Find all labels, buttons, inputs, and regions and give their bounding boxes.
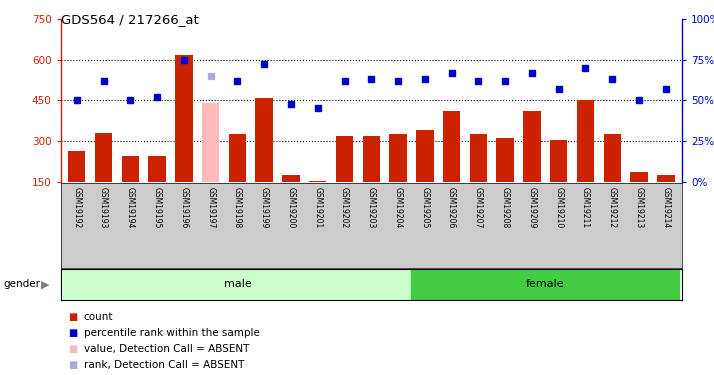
Text: GSM19200: GSM19200 <box>286 187 296 228</box>
Text: GSM19196: GSM19196 <box>179 187 188 228</box>
Text: GSM19203: GSM19203 <box>367 187 376 228</box>
Text: GSM19213: GSM19213 <box>635 187 643 228</box>
Text: ■: ■ <box>68 360 77 370</box>
Bar <box>496 138 514 182</box>
Text: GSM19194: GSM19194 <box>126 187 135 228</box>
Bar <box>603 134 621 182</box>
Bar <box>228 134 246 182</box>
Text: count: count <box>84 312 113 322</box>
Bar <box>577 100 594 182</box>
Text: ■: ■ <box>68 328 77 338</box>
Text: GSM19214: GSM19214 <box>661 187 670 228</box>
Bar <box>630 172 648 182</box>
Text: GSM19209: GSM19209 <box>528 187 536 228</box>
Bar <box>95 133 112 182</box>
Bar <box>523 111 540 182</box>
Bar <box>68 151 86 182</box>
Text: ▶: ▶ <box>41 279 50 289</box>
Bar <box>202 103 219 182</box>
Bar <box>121 156 139 182</box>
Text: rank, Detection Call = ABSENT: rank, Detection Call = ABSENT <box>84 360 244 370</box>
Bar <box>149 156 166 182</box>
Text: GSM19207: GSM19207 <box>474 187 483 228</box>
Bar <box>175 56 193 182</box>
Text: GSM19192: GSM19192 <box>72 187 81 228</box>
Text: gender: gender <box>4 279 41 289</box>
Text: GSM19210: GSM19210 <box>554 187 563 228</box>
Bar <box>282 175 300 182</box>
Bar <box>550 140 568 182</box>
Text: GSM19205: GSM19205 <box>421 187 429 228</box>
Text: GSM19212: GSM19212 <box>608 187 617 228</box>
Text: GSM19208: GSM19208 <box>501 187 510 228</box>
Text: male: male <box>223 279 251 290</box>
Text: GSM19206: GSM19206 <box>447 187 456 228</box>
Bar <box>256 98 273 182</box>
Bar <box>470 134 487 182</box>
Text: GSM19199: GSM19199 <box>260 187 268 228</box>
Bar <box>336 136 353 182</box>
Bar <box>416 130 433 182</box>
Bar <box>389 134 407 182</box>
Text: value, Detection Call = ABSENT: value, Detection Call = ABSENT <box>84 344 249 354</box>
Text: GSM19201: GSM19201 <box>313 187 322 228</box>
Bar <box>363 136 380 182</box>
Text: GSM19195: GSM19195 <box>153 187 161 228</box>
Text: female: female <box>526 279 565 290</box>
Text: GSM19198: GSM19198 <box>233 187 242 228</box>
Text: GDS564 / 217266_at: GDS564 / 217266_at <box>61 13 198 26</box>
Text: GSM19197: GSM19197 <box>206 187 215 228</box>
Bar <box>443 111 461 182</box>
Bar <box>657 175 675 182</box>
Bar <box>309 180 326 182</box>
Text: GSM19202: GSM19202 <box>340 187 349 228</box>
Text: ■: ■ <box>68 344 77 354</box>
Text: ■: ■ <box>68 312 77 322</box>
Text: GSM19204: GSM19204 <box>393 187 403 228</box>
Text: GSM19193: GSM19193 <box>99 187 108 228</box>
Text: GSM19211: GSM19211 <box>581 187 590 228</box>
Text: percentile rank within the sample: percentile rank within the sample <box>84 328 259 338</box>
